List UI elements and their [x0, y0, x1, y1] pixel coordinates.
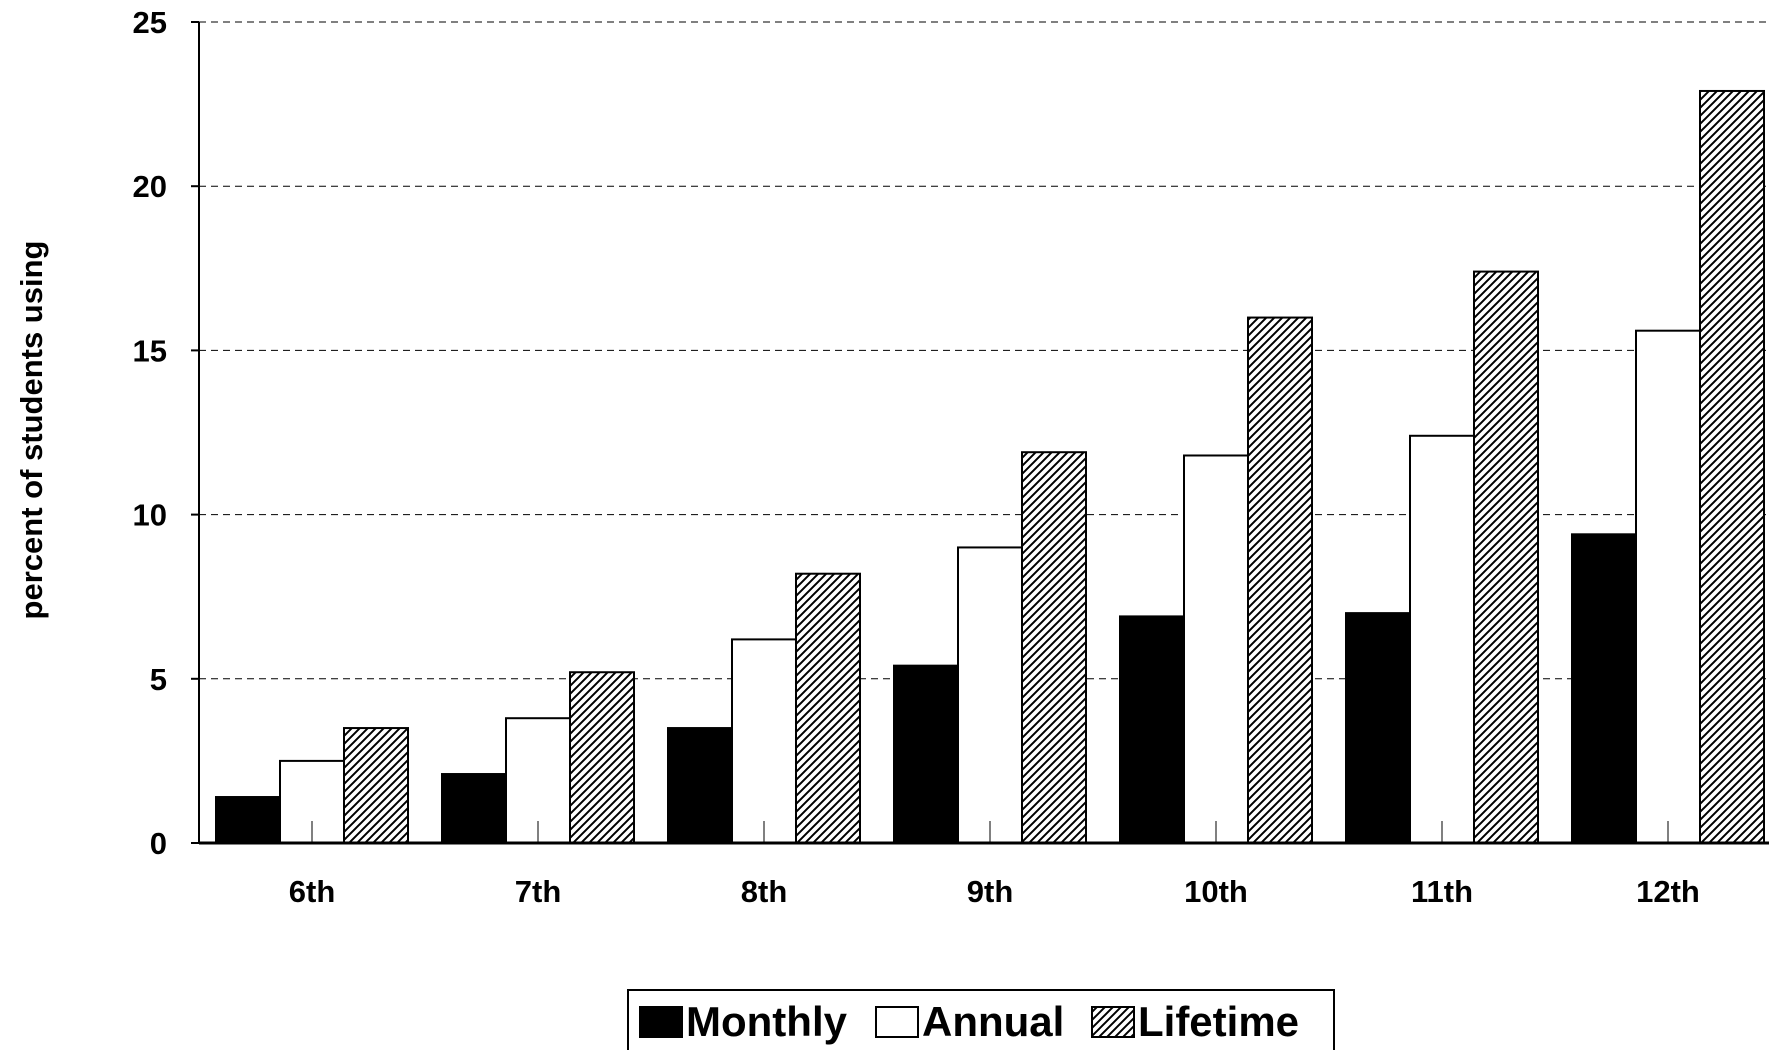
y-axis-title: percent of students using [14, 241, 49, 620]
bar-lifetime-9th [1021, 451, 1087, 844]
bar-annual-9th [957, 546, 1023, 844]
y-tick-label: 20 [133, 169, 167, 204]
x-tick-label: 7th [515, 874, 562, 909]
y-tick-label: 5 [150, 662, 167, 697]
legend-swatch-lifetime [1091, 1006, 1135, 1038]
y-tick-label: 0 [150, 826, 167, 861]
legend-label-lifetime: Lifetime [1138, 998, 1299, 1045]
x-tick-label: 8th [741, 874, 788, 909]
legend-label-monthly: Monthly [686, 998, 848, 1045]
bar-monthly-7th [441, 773, 507, 845]
bar-monthly-11th [1345, 612, 1411, 844]
legend-box [627, 989, 1335, 1050]
bar-lifetime-6th [343, 727, 409, 844]
x-tick-label: 10th [1184, 874, 1248, 909]
legend: Monthly Annual Lifetime [627, 989, 1335, 1050]
bar-annual-8th [731, 638, 797, 845]
bar-monthly-12th [1571, 533, 1637, 845]
bar-annual-10th [1183, 454, 1249, 844]
legend-swatch-annual [875, 1006, 919, 1038]
bar-lifetime-12th [1699, 89, 1765, 845]
bar-monthly-9th [893, 664, 959, 844]
x-tick-label: 9th [967, 874, 1014, 909]
y-tick-label: 10 [133, 498, 167, 533]
bar-lifetime-11th [1473, 270, 1539, 845]
legend-label-annual: Annual [922, 998, 1064, 1045]
y-tick-label: 15 [133, 333, 167, 368]
bar-lifetime-8th [795, 572, 861, 844]
legend-swatch-monthly [639, 1006, 683, 1038]
y-tick-label: 25 [133, 5, 167, 40]
x-tick-label: 12th [1636, 874, 1700, 909]
bar-monthly-8th [667, 727, 733, 844]
bar-monthly-10th [1119, 615, 1185, 844]
axes: 0 5 10 15 20 25 6th 7th 8th 9th 10th 11th 12th [133, 5, 1769, 909]
bar-annual-12th [1635, 329, 1701, 845]
x-tick-label: 6th [289, 874, 336, 909]
bars [215, 89, 1765, 845]
x-tick-label: 11th [1411, 874, 1473, 909]
bar-lifetime-10th [1247, 316, 1313, 844]
bar-annual-11th [1409, 434, 1475, 844]
bar-monthly-6th [215, 796, 281, 844]
bar-lifetime-7th [569, 671, 635, 844]
